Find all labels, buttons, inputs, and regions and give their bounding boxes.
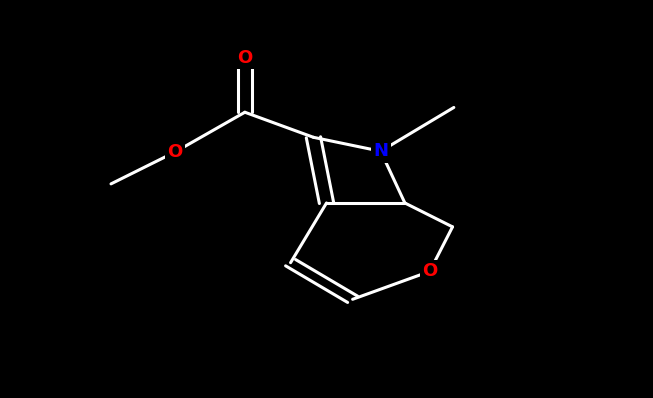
Text: O: O (237, 49, 253, 67)
Text: O: O (422, 262, 438, 281)
Text: O: O (167, 143, 183, 161)
Text: N: N (374, 142, 388, 160)
